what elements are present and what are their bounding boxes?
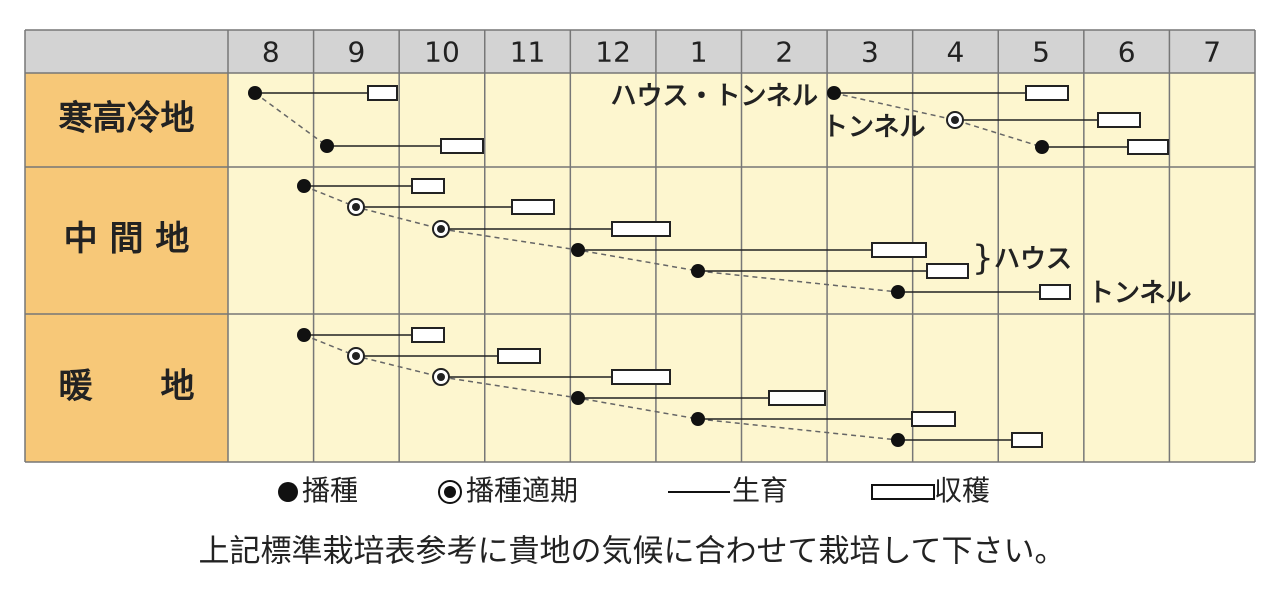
month-label: 11	[510, 36, 546, 69]
footer-note: 上記標準栽培表参考に貴地の気候に合わせて栽培して下さい。	[198, 534, 1065, 570]
sowing	[891, 285, 905, 299]
harvest-box	[1097, 112, 1141, 128]
legend-label: 播種適期	[466, 474, 578, 507]
row-label: 寒高冷地	[59, 99, 195, 139]
row-label: 暖 地	[59, 367, 195, 407]
annotation: トンネル	[1088, 279, 1191, 309]
month-label: 12	[595, 36, 631, 69]
legend-dot	[278, 482, 298, 502]
label-col-bg	[25, 73, 228, 462]
optimal-sowing-core	[951, 116, 959, 124]
month-label: 3	[861, 36, 879, 69]
sowing-trend	[303, 185, 899, 293]
annotation: ハウス・トンネル	[611, 82, 818, 112]
harvest-box	[1039, 284, 1071, 300]
legend-circle-core	[444, 486, 456, 498]
harvest-box	[611, 369, 671, 385]
month-label: 9	[347, 36, 365, 69]
header-bg	[25, 30, 1255, 73]
row-label: 中 間 地	[64, 219, 190, 259]
sowing	[827, 86, 841, 100]
sowing	[248, 86, 262, 100]
month-label: 5	[1032, 36, 1050, 69]
month-label: 6	[1118, 36, 1136, 69]
harvest-box	[497, 348, 541, 364]
month-label: 1	[690, 36, 708, 69]
sowing	[1035, 140, 1049, 154]
legend-box	[871, 484, 935, 500]
sowing	[571, 243, 585, 257]
month-label: 10	[424, 36, 460, 69]
harvest-box	[440, 138, 484, 154]
sowing	[571, 391, 585, 405]
harvest-box	[411, 178, 445, 194]
harvest-box	[871, 242, 927, 258]
sowing-trend	[833, 92, 1043, 148]
sowing-trend	[254, 92, 328, 147]
harvest-box	[1127, 139, 1169, 155]
harvest-box	[411, 327, 445, 343]
harvest-box	[367, 85, 398, 101]
harvest-box	[611, 221, 671, 237]
month-label: 7	[1203, 36, 1221, 69]
sowing	[891, 433, 905, 447]
harvest-box	[1011, 432, 1043, 448]
optimal-sowing-core	[352, 203, 360, 211]
legend-label: 生育	[732, 474, 788, 507]
sowing	[297, 179, 311, 193]
sowing	[320, 139, 334, 153]
annotation: ハウス	[994, 245, 1072, 275]
optimal-sowing-core	[352, 352, 360, 360]
brace: }	[972, 239, 994, 279]
sowing	[691, 264, 705, 278]
optimal-sowing-core	[437, 225, 445, 233]
harvest-box	[511, 199, 555, 215]
schedule-marks	[248, 85, 1169, 448]
legend: 播種 播種適期 生育 収穫	[278, 474, 990, 507]
harvest-box	[911, 411, 956, 427]
legend-label: 播種	[302, 474, 358, 507]
month-label: 8	[262, 36, 280, 69]
harvest-box	[926, 263, 969, 279]
harvest-box	[768, 390, 826, 406]
harvest-box	[1025, 85, 1069, 101]
sowing	[297, 328, 311, 342]
month-label: 4	[947, 36, 965, 69]
annotation: トンネル	[822, 113, 925, 143]
sowing	[691, 412, 705, 426]
month-label: 2	[775, 36, 793, 69]
optimal-sowing-core	[437, 373, 445, 381]
sowing-trend	[303, 334, 899, 441]
legend-label: 収穫	[934, 474, 990, 507]
